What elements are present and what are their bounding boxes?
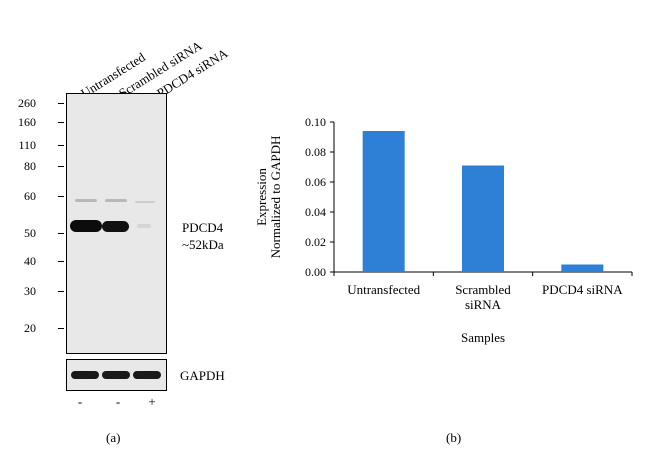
mw-marker: 110 xyxy=(18,138,36,152)
loading-control-label: GAPDH xyxy=(180,368,225,383)
panel-label-b: (b) xyxy=(446,430,462,445)
sirna-mark: - xyxy=(115,394,121,409)
mw-tick xyxy=(58,291,64,292)
mw-marker: 20 xyxy=(24,321,36,335)
gapdh-band-lane-1 xyxy=(71,371,99,379)
target-size-label: ~52kDa xyxy=(182,237,224,252)
mw-tick xyxy=(58,328,64,329)
panel-label-a: (a) xyxy=(106,430,121,445)
mw-tick xyxy=(58,196,64,197)
y-tick-label: 0.00 xyxy=(305,265,326,279)
faint-band xyxy=(105,199,127,202)
sirna-mark: - xyxy=(77,394,83,409)
mw-marker: 50 xyxy=(24,226,36,240)
mw-marker-column: 260 160 110 80 60 50 40 30 20 xyxy=(0,0,36,456)
faint-band xyxy=(135,201,155,203)
y-tick-label: 0.02 xyxy=(305,235,326,249)
pdcd4-band-lane-2 xyxy=(102,221,129,232)
target-protein-label: PDCD4 xyxy=(182,220,224,235)
x-category-label: PDCD4 siRNA xyxy=(542,282,623,297)
gapdh-band-lane-3 xyxy=(133,371,161,379)
y-tick-label: 0.04 xyxy=(305,205,326,219)
gapdh-band-lane-2 xyxy=(102,371,130,379)
bar xyxy=(462,165,504,272)
mw-tick xyxy=(58,145,64,146)
mw-tick xyxy=(58,166,64,167)
blot-membrane-gapdh xyxy=(66,359,167,391)
y-axis-title-line-1: Expression xyxy=(254,168,269,226)
mw-marker: 80 xyxy=(24,159,36,173)
mw-tick xyxy=(58,261,64,262)
x-axis-title: Samples xyxy=(461,330,505,345)
mw-marker: 40 xyxy=(24,254,36,268)
mw-marker: 60 xyxy=(24,189,36,203)
mw-marker: 160 xyxy=(18,115,36,129)
x-category-label: Scrambled xyxy=(455,282,511,297)
sirna-mark: + xyxy=(148,394,156,409)
faint-band xyxy=(75,199,97,202)
y-tick-label: 0.06 xyxy=(305,175,326,189)
y-tick-label: 0.08 xyxy=(305,145,326,159)
mw-tick xyxy=(58,122,64,123)
x-category-label: siRNA xyxy=(465,297,502,312)
mw-tick xyxy=(58,233,64,234)
y-axis-title-line-2: Normalized to GAPDH xyxy=(268,136,283,259)
mw-tick xyxy=(58,103,64,104)
bar xyxy=(561,264,604,272)
mw-marker: 30 xyxy=(24,284,36,298)
y-tick-label: 0.10 xyxy=(305,115,326,129)
pdcd4-band-lane-1 xyxy=(70,220,102,232)
bar xyxy=(362,131,405,272)
blot-membrane-pdcd4 xyxy=(66,93,167,354)
x-category-label: Untransfected xyxy=(347,282,420,297)
pdcd4-band-lane-3 xyxy=(137,224,151,228)
mw-marker: 260 xyxy=(18,96,36,110)
